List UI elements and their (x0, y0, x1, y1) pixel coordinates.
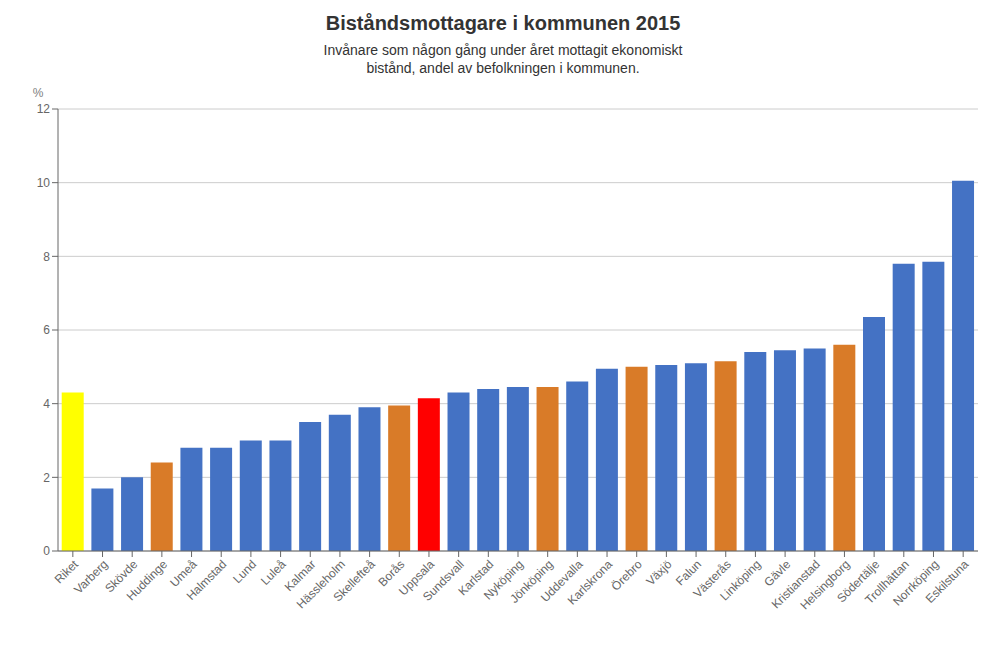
svg-text:Uddevalla: Uddevalla (537, 557, 586, 605)
svg-text:Sundsvall: Sundsvall (420, 557, 467, 604)
svg-text:Umeå: Umeå (167, 557, 200, 590)
svg-text:4: 4 (43, 397, 50, 411)
svg-text:0: 0 (43, 544, 50, 558)
svg-text:Nyköping: Nyköping (480, 557, 527, 603)
svg-text:Linköping: Linköping (717, 557, 763, 603)
svg-text:Riket: Riket (51, 557, 81, 587)
svg-text:Södertälje: Södertälje (834, 557, 883, 606)
svg-text:Hässleholm: Hässleholm (293, 557, 349, 612)
svg-text:12: 12 (37, 102, 51, 116)
svg-text:%: % (33, 86, 44, 100)
svg-text:Kalmar: Kalmar (281, 557, 319, 594)
svg-text:Falun: Falun (673, 557, 705, 589)
svg-text:Varberg: Varberg (71, 557, 110, 596)
svg-text:Huddinge: Huddinge (124, 557, 170, 603)
svg-text:2: 2 (43, 471, 50, 485)
svg-text:Skellefteå: Skellefteå (331, 557, 378, 604)
svg-text:Halmstad: Halmstad (184, 557, 230, 603)
html-text:Biståndsmottagare i kommunen 2: Biståndsmottagare i kommunen 2015 (325, 12, 681, 34)
svg-text:Kristianstad: Kristianstad (768, 557, 823, 612)
svg-text:Jönköping: Jönköping (507, 557, 556, 606)
svg-text:8: 8 (43, 250, 50, 264)
svg-text:Skövde: Skövde (102, 557, 141, 596)
html-text:Invånare som någon gång under: Invånare som någon gång under året motta… (323, 42, 683, 58)
svg-text:6: 6 (43, 323, 50, 337)
svg-text:10: 10 (37, 176, 51, 190)
svg-text:Eskilstuna: Eskilstuna (923, 557, 972, 606)
svg-text:Gävle: Gävle (761, 557, 794, 590)
svg-text:Örebro: Örebro (609, 557, 646, 594)
svg-text:Uppsala: Uppsala (396, 557, 438, 599)
svg-text:Borås: Borås (375, 557, 408, 590)
svg-text:Växjö: Växjö (643, 557, 674, 588)
svg-text:Norrköping: Norrköping (890, 557, 942, 609)
svg-text:Helsingborg: Helsingborg (797, 557, 853, 613)
svg-text:Luleå: Luleå (258, 557, 289, 588)
svg-text:Karlskrona: Karlskrona (565, 557, 616, 608)
html-text:bistånd, andel av befolkningen: bistånd, andel av befolkningen i kommune… (366, 60, 640, 76)
svg-text:Karlstad: Karlstad (455, 557, 497, 599)
svg-text:Lund: Lund (230, 557, 259, 586)
svg-text:Trollhättan: Trollhättan (862, 557, 912, 607)
svg-text:Västerås: Västerås (690, 557, 734, 601)
